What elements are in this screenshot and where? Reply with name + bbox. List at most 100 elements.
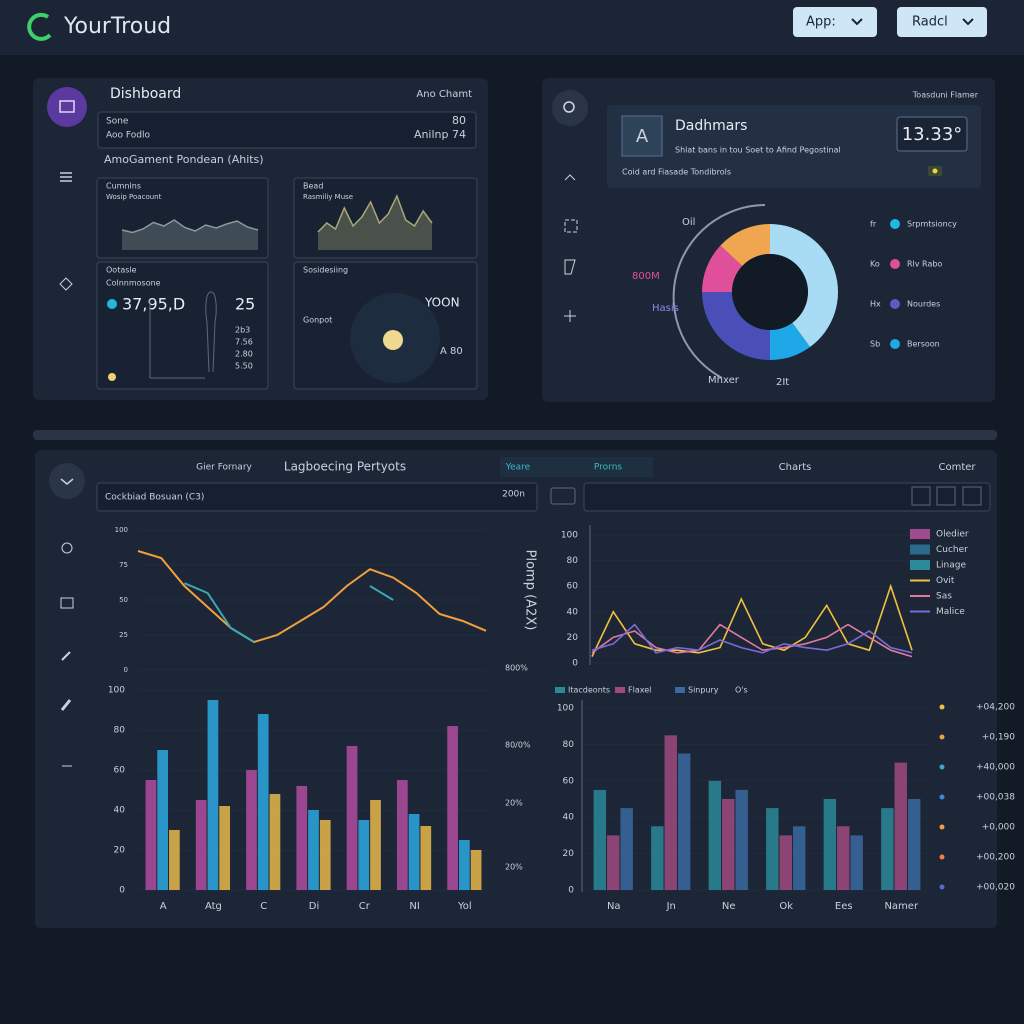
- button-label[interactable]: App:: [806, 15, 836, 30]
- tab[interactable]: Charts: [779, 462, 812, 473]
- button[interactable]: [911, 486, 931, 506]
- tab[interactable]: Yeare: [505, 463, 531, 473]
- x-tick-label: NI: [409, 901, 419, 912]
- x-tick-label: Di: [309, 901, 319, 912]
- line: [121, 219, 259, 234]
- dot: [108, 373, 116, 381]
- y-tick-label: 0: [572, 659, 578, 669]
- line: [184, 582, 394, 643]
- bar: [593, 789, 607, 890]
- bar: [664, 735, 677, 890]
- row: 5.50: [235, 362, 253, 371]
- x-tick-label: Namer: [884, 901, 919, 912]
- button-label[interactable]: Radcl: [912, 15, 948, 30]
- link[interactable]: Ano Chamt: [416, 89, 472, 100]
- icon[interactable]: [564, 219, 578, 233]
- bar: [607, 835, 620, 890]
- bar: [169, 830, 180, 890]
- legend-label: Nourdes: [907, 300, 940, 309]
- donut-label: 800M: [632, 271, 660, 282]
- bar: [823, 799, 837, 890]
- legend-swatch: [615, 687, 625, 693]
- tab[interactable]: Gier Fornary: [196, 463, 252, 473]
- legend-dot: [890, 339, 900, 349]
- bar: [269, 794, 281, 890]
- tab[interactable]: Prorns: [594, 463, 623, 473]
- dot: [939, 854, 945, 860]
- icon[interactable]: [552, 90, 588, 126]
- x-tick-label: Ne: [722, 901, 736, 912]
- x-tick-label: Atg: [205, 901, 222, 912]
- icon[interactable]: [60, 597, 74, 609]
- side-label: +0,000: [982, 823, 1016, 833]
- dot: [107, 299, 117, 309]
- icon[interactable]: [564, 174, 576, 181]
- indicator: [932, 168, 938, 174]
- icon: [60, 478, 74, 485]
- donut-label: Oil: [682, 217, 695, 228]
- y-tick-label: 20: [567, 633, 579, 643]
- donut-segment: [702, 292, 770, 360]
- card-title: Bead: [303, 182, 323, 191]
- bar: [308, 810, 319, 890]
- side-label: 20%: [505, 799, 523, 808]
- y-tick-label: 75: [119, 561, 128, 569]
- y-tick-label: 80: [563, 740, 575, 750]
- legend-label: Sinpury: [688, 686, 719, 695]
- button[interactable]: [550, 487, 576, 505]
- x-tick-label: Ees: [835, 901, 853, 912]
- y-tick-label: 80: [567, 556, 579, 566]
- divider: [33, 430, 997, 440]
- icon[interactable]: [59, 277, 73, 291]
- y-tick-label: 100: [561, 531, 578, 541]
- icon[interactable]: [60, 172, 72, 182]
- bar: [408, 814, 420, 890]
- tab[interactable]: Lagboecing Pertyots: [284, 460, 406, 474]
- x-tick-label: Yol: [457, 901, 472, 912]
- icon: [59, 100, 75, 113]
- bar: [766, 808, 779, 890]
- button[interactable]: [936, 486, 956, 506]
- icon: [563, 101, 575, 113]
- status-note: Coid ard Fiasade Tondibrols: [622, 168, 731, 177]
- ring: [672, 204, 766, 379]
- bar: [319, 820, 331, 890]
- bar: [907, 799, 921, 890]
- caption: Toasduni Flamer: [912, 91, 979, 100]
- button[interactable]: [962, 486, 982, 506]
- icon[interactable]: [564, 259, 576, 275]
- logo-icon: [27, 12, 52, 41]
- icon[interactable]: [61, 542, 73, 554]
- legend-label: Srpmtsioncy: [907, 220, 957, 229]
- legend-key: Ko: [870, 260, 880, 269]
- summary-box: [97, 111, 477, 149]
- icon[interactable]: [61, 651, 71, 661]
- icon[interactable]: [564, 310, 576, 322]
- legend-swatch: [910, 529, 930, 539]
- row: 2b3: [235, 326, 250, 335]
- donut-hole: [732, 254, 808, 330]
- legend-key: Hx: [870, 300, 881, 309]
- badge: [621, 115, 663, 157]
- badge-text: A: [636, 126, 649, 147]
- y-tick-label: 100: [115, 526, 128, 534]
- icon[interactable]: [47, 87, 87, 127]
- dot: [383, 330, 403, 350]
- icon[interactable]: [49, 463, 85, 499]
- legend-swatch: [910, 544, 930, 555]
- icon[interactable]: [60, 699, 72, 711]
- tab[interactable]: Comter: [938, 462, 976, 473]
- legend-swatch: [555, 687, 565, 693]
- button[interactable]: [897, 7, 987, 37]
- card: [293, 177, 478, 259]
- y-tick-label: 20: [563, 849, 575, 859]
- bar: [708, 780, 722, 890]
- y-tick-label: 40: [114, 806, 126, 816]
- donut-segment: [770, 322, 810, 360]
- button[interactable]: [793, 7, 877, 37]
- chevron: [851, 18, 863, 26]
- toolbar-label: Cockbiad Bosuan (C3): [105, 493, 204, 503]
- y-tick-label: 60: [114, 766, 126, 776]
- bar: [735, 789, 748, 890]
